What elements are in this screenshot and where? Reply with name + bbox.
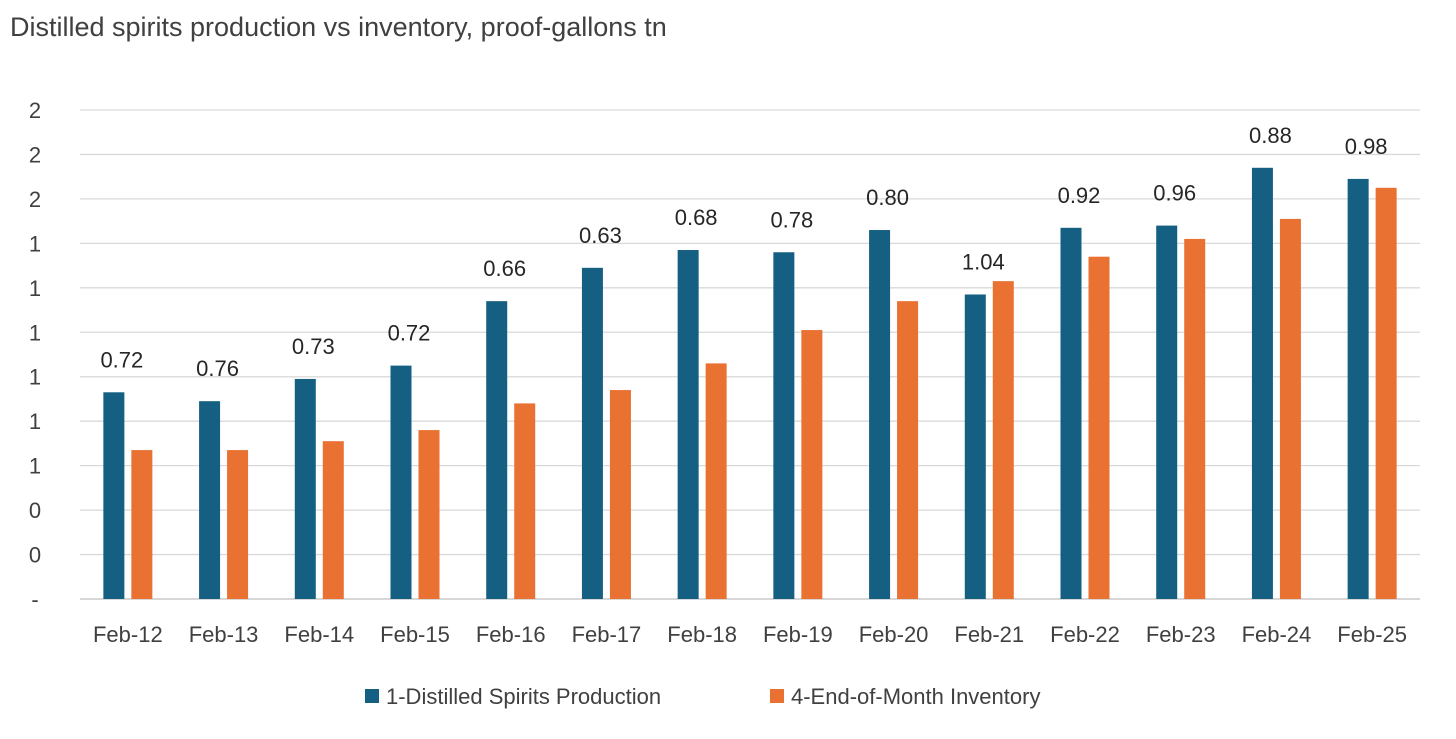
- x-tick-label: Feb-13: [189, 622, 259, 647]
- bar-inventory: [609, 390, 631, 599]
- data-label: 0.98: [1345, 134, 1388, 159]
- y-tick-label: 0: [29, 498, 41, 523]
- x-tick-label: Feb-21: [954, 622, 1024, 647]
- data-label: 0.72: [100, 347, 143, 372]
- y-tick-label: 1: [29, 409, 41, 434]
- bar-inventory: [1184, 238, 1206, 599]
- data-label: 0.68: [675, 205, 718, 230]
- x-tick-label: Feb-25: [1337, 622, 1407, 647]
- x-tick-label: Feb-22: [1050, 622, 1120, 647]
- x-tick-label: Feb-20: [859, 622, 929, 647]
- bar-inventory: [227, 450, 249, 599]
- bar-production: [581, 267, 603, 599]
- bar-inventory: [418, 430, 440, 599]
- x-tick-label: Feb-14: [284, 622, 354, 647]
- x-tick-label: Feb-19: [763, 622, 833, 647]
- x-tick-label: Feb-12: [93, 622, 163, 647]
- bar-inventory: [1279, 218, 1301, 599]
- bar-production: [1251, 167, 1273, 600]
- bar-production: [199, 401, 221, 599]
- y-tick-label: 2: [29, 187, 41, 212]
- bar-production: [869, 230, 891, 599]
- data-labels: 0.72 0.76 0.73 0.72 0.66 0.63 0.68 0.78 0.80 1.04…: [100, 123, 1387, 381]
- x-tick-label: Feb-23: [1146, 622, 1216, 647]
- y-tick-label: 1: [29, 454, 41, 479]
- data-label: 0.66: [483, 256, 526, 281]
- bar-inventory: [705, 363, 727, 599]
- data-label: 0.72: [388, 321, 431, 346]
- x-axis-ticks: Feb-12 Feb-13 Feb-14 Feb-15 Feb-16 Feb-17 Feb-…: [93, 622, 1407, 647]
- bar-production: [1156, 225, 1178, 599]
- legend-swatch-production: [365, 689, 379, 703]
- data-label: 0.73: [292, 334, 335, 359]
- bar-production: [1060, 227, 1082, 599]
- bar-inventory: [992, 281, 1014, 599]
- data-label: 0.92: [1058, 183, 1101, 208]
- bar-inventory: [1088, 256, 1110, 599]
- x-tick-label: Feb-15: [380, 622, 450, 647]
- x-tick-label: Feb-16: [476, 622, 546, 647]
- bar-inventory: [897, 301, 919, 599]
- data-label: 1.04: [962, 249, 1005, 274]
- bar-production: [294, 378, 316, 599]
- data-label: 0.76: [196, 356, 239, 381]
- bar-production: [486, 301, 508, 599]
- x-tick-label: Feb-24: [1242, 622, 1312, 647]
- y-tick-label: 1: [29, 365, 41, 390]
- bar-inventory: [322, 441, 344, 599]
- bar-inventory: [801, 330, 823, 599]
- data-label: 0.78: [770, 207, 813, 232]
- y-axis-ticks: - 0 0 1 1 1 1 1 1 2 2 2: [29, 98, 41, 612]
- bar-inventory: [131, 450, 153, 599]
- bar-production: [103, 392, 125, 599]
- legend-swatch-inventory: [770, 689, 784, 703]
- y-tick-label: 1: [29, 231, 41, 256]
- legend-label-inventory: 4-End-of-Month Inventory: [791, 684, 1040, 709]
- x-tick-label: Feb-18: [667, 622, 737, 647]
- bar-production: [964, 294, 986, 599]
- y-tick-label: -: [31, 587, 38, 612]
- bar-inventory: [1375, 187, 1397, 599]
- y-tick-label: 1: [29, 320, 41, 345]
- bar-production: [390, 365, 412, 599]
- y-tick-label: 1: [29, 276, 41, 301]
- y-tick-label: 2: [29, 142, 41, 167]
- chart-title: Distilled spirits production vs inventor…: [10, 12, 667, 42]
- data-label: 0.80: [866, 185, 909, 210]
- bars: [103, 167, 1397, 600]
- data-label: 0.63: [579, 223, 622, 248]
- bar-production: [1347, 178, 1369, 599]
- bar-production: [773, 252, 795, 599]
- bar-inventory: [514, 403, 536, 599]
- y-tick-label: 2: [29, 98, 41, 123]
- data-label: 0.96: [1153, 181, 1196, 206]
- legend: 1-Distilled Spirits Production 4-End-of-M…: [365, 684, 1040, 709]
- y-tick-label: 0: [29, 543, 41, 568]
- data-label: 0.88: [1249, 123, 1292, 148]
- bar-production: [677, 250, 699, 600]
- gridlines: [80, 109, 1420, 600]
- x-tick-label: Feb-17: [572, 622, 642, 647]
- legend-label-production: 1-Distilled Spirits Production: [386, 684, 661, 709]
